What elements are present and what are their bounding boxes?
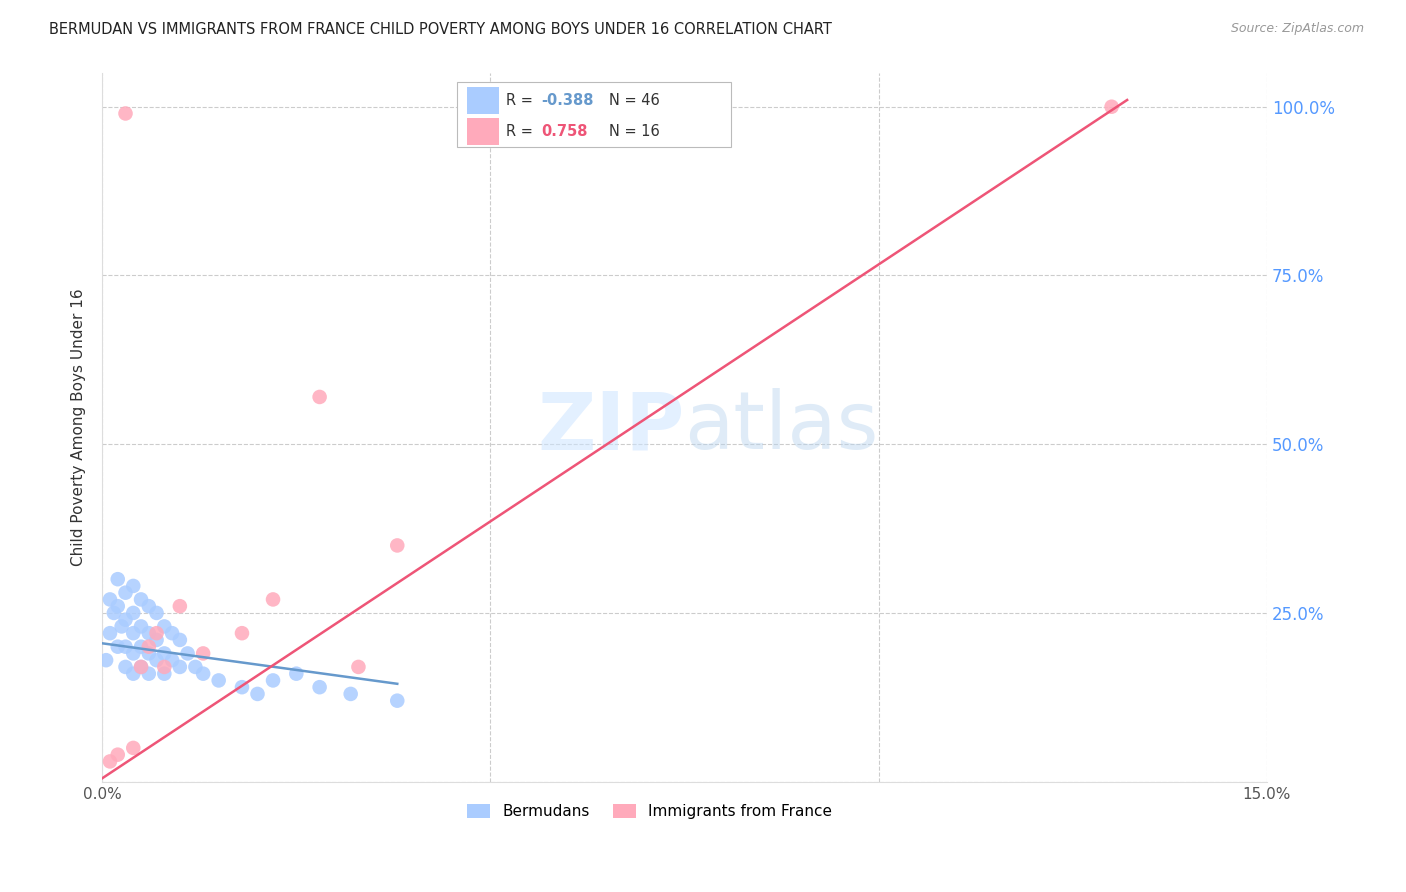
Point [114, 640, 136, 654]
Point [111, 619, 134, 633]
Text: R =: R = [506, 93, 538, 108]
Text: BERMUDAN VS IMMIGRANTS FROM FRANCE CHILD POVERTY AMONG BOYS UNDER 16 CORRELATION: BERMUDAN VS IMMIGRANTS FROM FRANCE CHILD… [49, 22, 832, 37]
Point [129, 660, 152, 674]
Point [122, 606, 145, 620]
Point [145, 606, 167, 620]
Point [138, 666, 160, 681]
Point [347, 660, 370, 674]
Point [176, 647, 198, 661]
Point [98, 755, 121, 769]
Point [129, 640, 152, 654]
Text: Source: ZipAtlas.com: Source: ZipAtlas.com [1230, 22, 1364, 36]
Point [138, 599, 160, 614]
FancyBboxPatch shape [467, 87, 499, 114]
FancyBboxPatch shape [457, 82, 731, 147]
Point [114, 660, 136, 674]
Point [208, 673, 231, 688]
Point [184, 660, 207, 674]
Point [129, 660, 152, 674]
Point [122, 579, 145, 593]
Point [98, 626, 121, 640]
Y-axis label: Child Poverty Among Boys Under 16: Child Poverty Among Boys Under 16 [72, 288, 86, 566]
Point [153, 666, 176, 681]
Point [114, 585, 136, 599]
Point [191, 647, 214, 661]
Point [387, 694, 409, 708]
Point [169, 599, 191, 614]
Point [122, 666, 145, 681]
Point [1101, 100, 1123, 114]
Legend: Bermudans, Immigrants from France: Bermudans, Immigrants from France [461, 797, 838, 825]
Point [191, 666, 214, 681]
Point [153, 619, 176, 633]
Point [114, 613, 136, 627]
Point [98, 592, 121, 607]
Point [339, 687, 361, 701]
Point [160, 626, 183, 640]
Point [262, 592, 284, 607]
Point [138, 626, 160, 640]
Text: -0.388: -0.388 [541, 93, 593, 108]
Text: N = 16: N = 16 [609, 124, 659, 138]
Point [114, 106, 136, 120]
Point [107, 599, 129, 614]
Point [138, 640, 160, 654]
Point [387, 538, 409, 552]
Point [231, 626, 253, 640]
Point [153, 660, 176, 674]
Point [122, 647, 145, 661]
Point [94, 653, 117, 667]
FancyBboxPatch shape [467, 118, 499, 145]
Point [107, 747, 129, 762]
Point [262, 673, 284, 688]
Text: 0.758: 0.758 [541, 124, 588, 138]
Point [138, 647, 160, 661]
Point [153, 647, 176, 661]
Point [103, 606, 125, 620]
Text: N = 46: N = 46 [609, 93, 659, 108]
Text: R =: R = [506, 124, 538, 138]
Point [231, 680, 253, 694]
Point [285, 666, 308, 681]
Point [145, 626, 167, 640]
Point [122, 626, 145, 640]
Point [129, 619, 152, 633]
Point [169, 660, 191, 674]
Point [308, 680, 330, 694]
Point [129, 592, 152, 607]
Point [107, 640, 129, 654]
Point [169, 632, 191, 647]
Point [107, 572, 129, 586]
Point [246, 687, 269, 701]
Point [160, 653, 183, 667]
Text: ZIP: ZIP [537, 388, 685, 467]
Point [145, 632, 167, 647]
Text: atlas: atlas [685, 388, 879, 467]
Point [145, 653, 167, 667]
Point [308, 390, 330, 404]
Point [122, 740, 145, 755]
